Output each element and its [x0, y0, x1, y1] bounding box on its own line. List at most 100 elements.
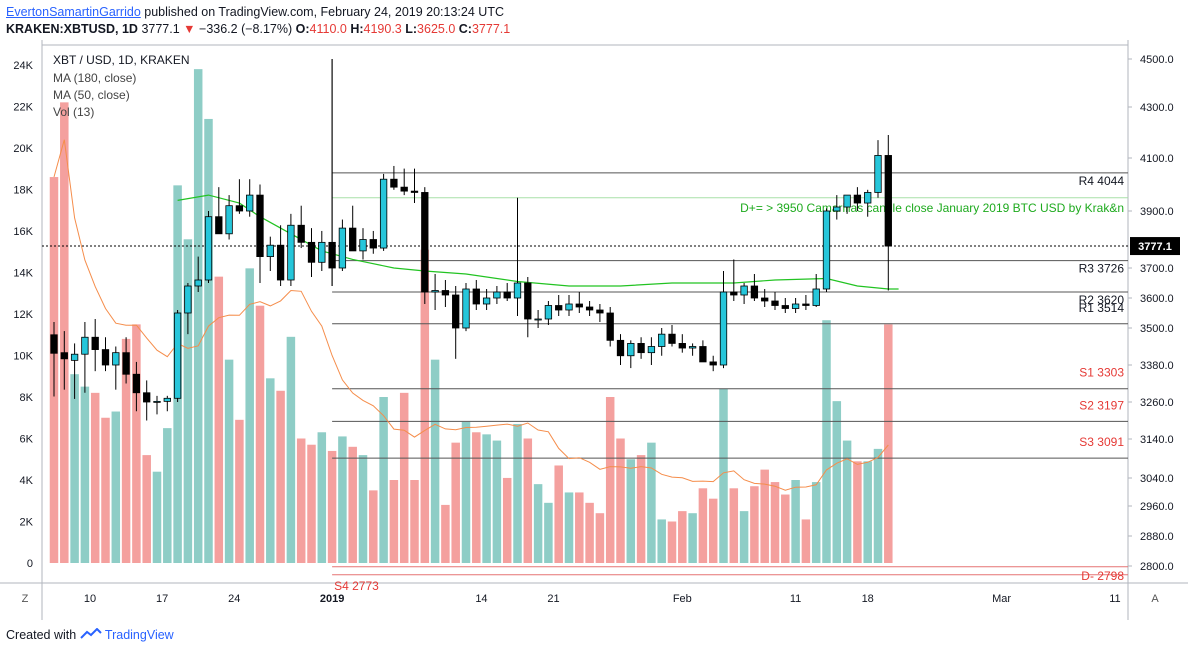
volume-bar — [214, 276, 224, 563]
volume-bar — [461, 421, 471, 563]
volume-bar — [678, 511, 687, 563]
volume-tick-label: 18K — [13, 185, 33, 197]
volume-bar — [193, 69, 203, 564]
candle-body — [163, 397, 171, 402]
camarilla-level-label: S2 3197 — [1079, 398, 1124, 412]
candle-body — [122, 352, 130, 375]
moving-averages — [53, 139, 899, 491]
time-tick-label: 10 — [84, 593, 96, 605]
candle-body — [482, 297, 491, 305]
candle-body — [534, 318, 542, 321]
candle-body — [771, 300, 779, 306]
candle-body — [853, 194, 862, 204]
author-link[interactable]: EvertonSamartinGarrido — [6, 5, 141, 19]
volume-bar — [760, 469, 769, 563]
publish-line: EvertonSamartinGarrido published on Trad… — [6, 4, 1182, 21]
candle-body — [791, 303, 800, 309]
volume-bar — [338, 436, 347, 563]
volume-bar — [801, 519, 811, 563]
candle-body — [431, 290, 439, 293]
volume-bar — [822, 320, 831, 563]
volume-tick-label: 24K — [13, 60, 33, 72]
candle-body — [874, 155, 882, 193]
candle-body — [184, 285, 192, 314]
d-minus-label: D- 2798 — [1081, 569, 1124, 583]
volume-bar — [688, 513, 697, 563]
price-tick-label: 3380.0 — [1140, 360, 1174, 372]
volume-bar — [286, 336, 296, 563]
candle-body — [750, 285, 759, 299]
candle-body — [606, 312, 614, 341]
volume-tick-label: 6K — [20, 434, 34, 446]
candle-body — [781, 305, 789, 309]
chart-legend: XBT / USD, 1D, KRAKEN MA (180, close) MA (… — [53, 53, 189, 119]
axes: 24K 22K 20K 18K 16K 14K 12K 10K 8K 6K 4K 2K 0 4500.0 4… — [13, 54, 1180, 605]
volume-tick-label: 10K — [13, 351, 33, 363]
candle-body — [266, 244, 274, 257]
volume-bar — [245, 268, 254, 563]
candle-body — [462, 288, 470, 329]
last-price-tag-label: 3777.1 — [1138, 241, 1172, 253]
candle-body — [833, 206, 841, 212]
volume-bar — [502, 477, 512, 563]
price-tick-label: 3900.0 — [1140, 206, 1174, 218]
candle-body — [101, 349, 110, 366]
volume-ma-line — [53, 139, 889, 491]
price-tick-label: 3260.0 — [1140, 397, 1174, 409]
volume-bar — [327, 450, 337, 563]
ohlc-line: KRAKEN:XBTUSD, 1D 3777.1 ▼ −336.2 (−8.17… — [6, 21, 1182, 38]
candle-body — [50, 334, 58, 354]
candle-body — [596, 309, 604, 314]
candle-body — [616, 339, 625, 357]
ma50-line — [177, 194, 899, 290]
last-price: 3777.1 — [141, 22, 180, 36]
candle-body — [822, 210, 831, 290]
volume-bar — [832, 401, 842, 563]
price-tick-label: 4500.0 — [1140, 54, 1174, 66]
close-label: C: — [458, 22, 472, 36]
volume-bar — [626, 459, 636, 563]
volume-bar — [811, 482, 821, 563]
volume-bar — [667, 521, 677, 563]
candle-body — [194, 279, 202, 287]
volume-bar — [605, 397, 615, 563]
down-arrow-icon: ▼ — [183, 22, 196, 36]
volume-bar — [513, 423, 522, 563]
tradingview-brand[interactable]: TradingView — [104, 628, 174, 642]
price-change: −336.2 (−8.17%) — [199, 22, 293, 36]
auto-scale-button: A — [1151, 593, 1159, 605]
candle-body — [864, 192, 872, 204]
price-tick-label: 2800.0 — [1140, 561, 1174, 573]
high-value: 4190.3 — [363, 22, 402, 36]
candle-body — [421, 192, 429, 293]
legend-entry: MA (180, close) — [53, 71, 136, 85]
volume-bar — [575, 492, 584, 563]
candle-body — [472, 288, 480, 305]
candle-body — [81, 336, 89, 355]
low-label: L: — [405, 22, 418, 36]
z-scale-button: Z — [22, 593, 29, 605]
candle-body — [379, 178, 388, 249]
camarilla-level-label: S3 3091 — [1079, 435, 1124, 449]
volume-bar — [842, 440, 852, 563]
volume-bar — [533, 484, 543, 563]
candle-body — [318, 241, 326, 263]
candle-body — [256, 194, 264, 258]
volume-bar — [873, 448, 883, 563]
candle-body — [575, 303, 583, 308]
volume-tick-label: 2K — [20, 517, 34, 529]
camarilla-level-label: R1 3514 — [1079, 301, 1125, 315]
volume-bar — [276, 390, 285, 563]
tradingview-logo-icon[interactable] — [79, 627, 105, 642]
price-tick-label: 3500.0 — [1140, 323, 1174, 335]
candle-body — [524, 282, 532, 320]
volume-bar — [121, 338, 131, 563]
candle-body — [70, 353, 79, 361]
time-tick-label: Feb — [673, 593, 692, 605]
volume-bar — [647, 442, 656, 563]
candle-body — [658, 333, 666, 347]
candle-body — [699, 346, 707, 363]
time-tick-label: Mar — [992, 593, 1011, 605]
